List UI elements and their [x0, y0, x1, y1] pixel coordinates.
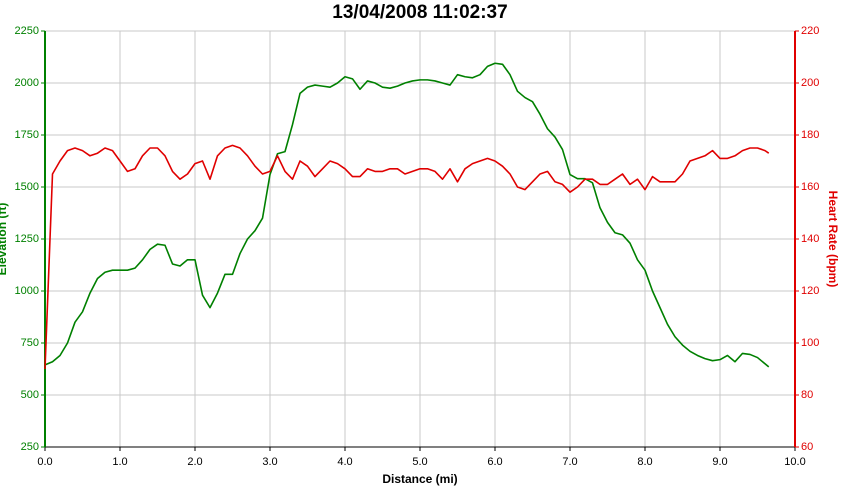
y2-tick-label: 180: [801, 129, 819, 141]
x-axis-label: Distance (mi): [382, 472, 457, 486]
x-tick-label: 3.0: [262, 456, 277, 468]
x-tick-label: 5.0: [412, 456, 427, 468]
y2-tick-label: 80: [801, 389, 813, 401]
series-line: [44, 144, 770, 370]
chart-title: 13/04/2008 11:02:37: [332, 2, 507, 23]
y-tick-label: 1500: [15, 181, 39, 193]
y-tick-label: 750: [21, 337, 39, 349]
y-tick-label: 500: [21, 389, 39, 401]
y-tick-label: 2250: [15, 25, 39, 37]
y-tick-label: 250: [21, 441, 39, 453]
x-tick-label: 7.0: [562, 456, 577, 468]
y-tick-label: 1250: [15, 233, 39, 245]
y2-tick-label: 120: [801, 285, 819, 297]
y2-tick-label: 140: [801, 233, 819, 245]
y2-tick-label: 220: [801, 25, 819, 37]
plot-area: 0.0 1.0 2.0 3.0 4.0 5.0 6.0 7.0 8.0 9.0 10.0 250 500…: [15, 25, 820, 468]
y-tick-label: 2000: [15, 77, 39, 89]
x-tick-label: 10.0: [784, 456, 805, 468]
x-tick-label: 8.0: [637, 456, 652, 468]
x-tick-label: 9.0: [712, 456, 727, 468]
y2-tick-label: 200: [801, 77, 819, 89]
x-tick-label: 2.0: [187, 456, 202, 468]
y-tick-label: 1000: [15, 285, 39, 297]
x-tick-label: 6.0: [487, 456, 502, 468]
series-line: [44, 62, 770, 368]
y-axis-label: Elevation (ft): [0, 203, 9, 276]
x-tick-label: 0.0: [37, 456, 52, 468]
y-tick-label: 1750: [15, 129, 39, 141]
x-tick-label: 1.0: [112, 456, 127, 468]
y2-tick-label: 100: [801, 337, 819, 349]
y2-tick-label: 60: [801, 441, 813, 453]
y2-tick-label: 160: [801, 181, 819, 193]
x-tick-label: 4.0: [337, 456, 352, 468]
y2-axis-label: Heart Rate (bpm): [826, 191, 840, 288]
